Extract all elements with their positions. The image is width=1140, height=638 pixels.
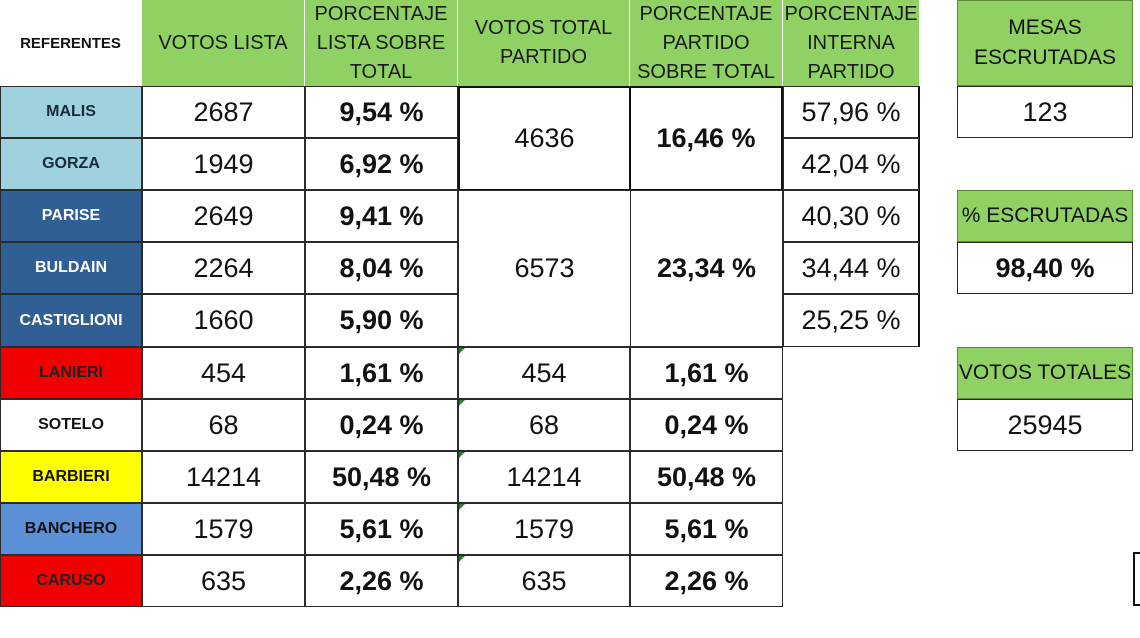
porcentaje-lista-cell: 5,90 % [305, 294, 458, 347]
cell-marker [459, 504, 465, 510]
referente-banchero: BANCHERO [0, 503, 142, 555]
cell-marker [459, 400, 465, 406]
header-porcentaje-interna: PORCENTAJE INTERNA PARTIDO [783, 0, 920, 86]
porcentaje-lista-cell: 2,26 % [305, 555, 458, 607]
referente-lanieri: LANIERI [0, 347, 142, 399]
porcentaje-partido-cell: 2,26 % [630, 555, 783, 607]
porcentaje-lista-cell: 1,61 % [305, 347, 458, 399]
merged-porc-partido-2: 23,34 % [630, 190, 783, 347]
referente-malis: MALIS [0, 86, 142, 138]
porcentaje-partido-cell: 5,61 % [630, 503, 783, 555]
referente-castiglioni: CASTIGLIONI [0, 294, 142, 347]
votos-partido-cell: 635 [458, 555, 630, 607]
porcentaje-escrutadas-label: % ESCRUTADAS [957, 190, 1133, 242]
votos-totales-value: 25945 [957, 399, 1133, 451]
header-votos-total-partido: VOTOS TOTAL PARTIDO [458, 0, 630, 86]
votos-lista-cell: 2687 [142, 86, 305, 138]
porcentaje-interna-cell: 57,96 % [783, 86, 920, 138]
porcentaje-lista-cell: 9,41 % [305, 190, 458, 242]
cell-marker [459, 452, 465, 458]
cell-marker [459, 556, 465, 562]
votos-lista-cell: 635 [142, 555, 305, 607]
cell-marker [459, 348, 465, 354]
referente-buldain: BULDAIN [0, 242, 142, 294]
votos-lista-cell: 454 [142, 347, 305, 399]
merged-porc-partido-1: 16,46 % [629, 86, 783, 191]
votos-lista-cell: 1660 [142, 294, 305, 347]
porcentaje-lista-cell: 5,61 % [305, 503, 458, 555]
header-porcentaje-lista: PORCENTAJE LISTA SOBRE TOTAL [305, 0, 458, 86]
votos-totales-label: VOTOS TOTALES [957, 347, 1133, 399]
votos-lista-cell: 14214 [142, 451, 305, 503]
porcentaje-escrutadas-value: 98,40 % [957, 242, 1133, 294]
merged-votos-partido-2: 6573 [458, 190, 631, 347]
porcentaje-interna-cell: 25,25 % [783, 294, 920, 347]
porcentaje-lista-cell: 50,48 % [305, 451, 458, 503]
votos-partido-cell: 68 [458, 399, 630, 451]
referente-sotelo: SOTELO [0, 399, 142, 451]
porcentaje-interna-cell: 42,04 % [783, 138, 920, 190]
votos-partido-cell: 14214 [458, 451, 630, 503]
votos-partido-cell: 454 [458, 347, 630, 399]
votos-lista-cell: 1579 [142, 503, 305, 555]
porcentaje-partido-cell: 0,24 % [630, 399, 783, 451]
header-votos-lista: VOTOS LISTA [142, 0, 305, 86]
votos-lista-cell: 1949 [142, 138, 305, 190]
merged-votos-partido-1: 4636 [458, 86, 631, 191]
votos-partido-cell: 1579 [458, 503, 630, 555]
referente-caruso: CARUSO [0, 555, 142, 607]
porcentaje-lista-cell: 6,92 % [305, 138, 458, 190]
header-porcentaje-partido: PORCENTAJE PARTIDO SOBRE TOTAL [630, 0, 783, 86]
referente-gorza: GORZA [0, 138, 142, 190]
porcentaje-interna-cell: 40,30 % [783, 190, 920, 242]
porcentaje-lista-cell: 9,54 % [305, 86, 458, 138]
votos-lista-cell: 2264 [142, 242, 305, 294]
mesas-escrutadas-label: MESAS ESCRUTADAS [957, 0, 1133, 86]
porcentaje-lista-cell: 0,24 % [305, 399, 458, 451]
porcentaje-lista-cell: 8,04 % [305, 242, 458, 294]
edge-bracket [1133, 552, 1140, 606]
referente-parise: PARISE [0, 190, 142, 242]
referente-barbieri: BARBIERI [0, 451, 142, 503]
votos-lista-cell: 2649 [142, 190, 305, 242]
porcentaje-partido-cell: 50,48 % [630, 451, 783, 503]
porcentaje-interna-cell: 34,44 % [783, 242, 920, 294]
header-referentes: REFERENTES [0, 0, 142, 86]
mesas-escrutadas-value: 123 [957, 86, 1133, 138]
votos-lista-cell: 68 [142, 399, 305, 451]
porcentaje-partido-cell: 1,61 % [630, 347, 783, 399]
